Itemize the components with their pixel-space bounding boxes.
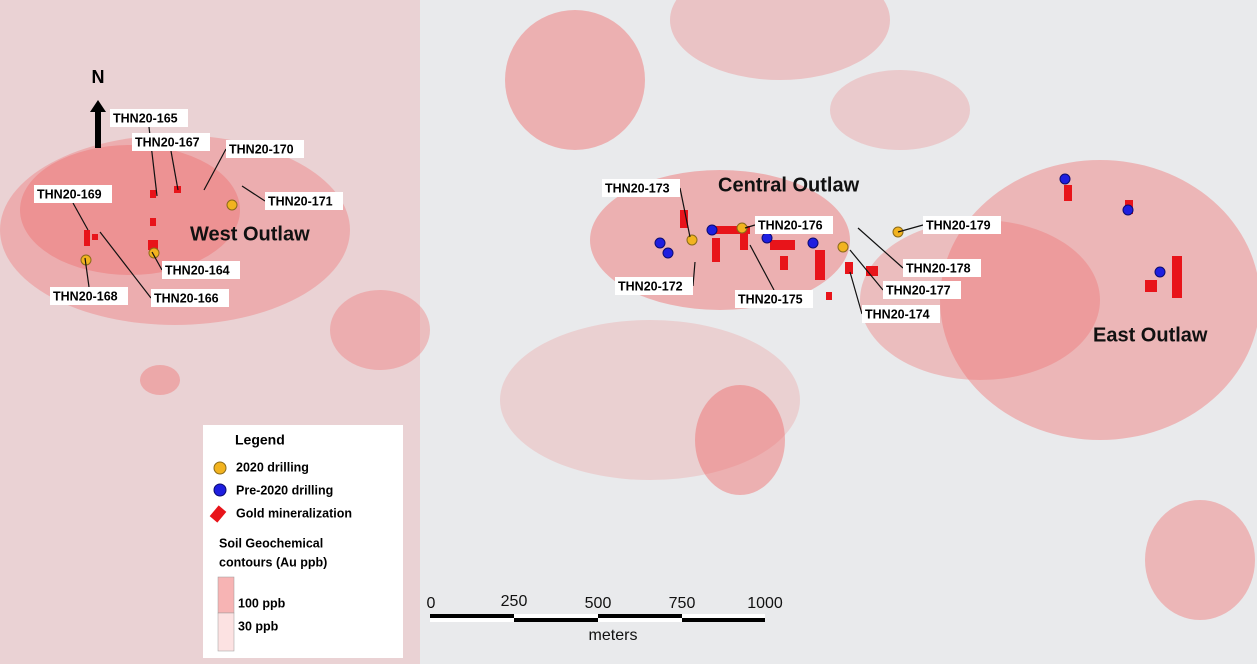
hole-label: THN20-168 bbox=[53, 289, 118, 303]
scale-tick: 1000 bbox=[747, 595, 783, 612]
hole-label: THN20-178 bbox=[906, 261, 971, 275]
legend-title: Legend bbox=[235, 432, 285, 448]
leader-line bbox=[679, 187, 691, 238]
label-box bbox=[110, 109, 188, 127]
area-label: Central Outlaw bbox=[718, 174, 860, 196]
legend: Legend 2020 drilling Pre-2020 drilling G… bbox=[203, 425, 403, 658]
leader-line bbox=[203, 148, 227, 191]
legend-item: Pre-2020 drilling bbox=[236, 483, 333, 497]
label-box bbox=[602, 179, 680, 197]
hole-label: THN20-164 bbox=[165, 263, 230, 277]
hole-label: THN20-174 bbox=[865, 307, 930, 321]
north-label: N bbox=[92, 67, 105, 87]
label-box bbox=[226, 140, 304, 158]
leader-line bbox=[72, 202, 89, 231]
hole-label: THN20-166 bbox=[154, 291, 219, 305]
label-box bbox=[903, 259, 981, 277]
label-box bbox=[755, 216, 833, 234]
leader-line bbox=[849, 271, 863, 315]
label-box bbox=[735, 290, 813, 308]
hole-label: THN20-165 bbox=[113, 111, 178, 125]
scale-unit: meters bbox=[589, 627, 638, 644]
area-label: East Outlaw bbox=[1093, 324, 1208, 346]
scale-tick: 750 bbox=[669, 595, 696, 612]
legend-item: Gold mineralization bbox=[236, 506, 352, 520]
leader-line bbox=[84, 257, 90, 288]
leader-line bbox=[99, 231, 152, 299]
label-box bbox=[34, 185, 112, 203]
hole-label: THN20-173 bbox=[605, 181, 670, 195]
label-box bbox=[265, 192, 343, 210]
scale-tick: 250 bbox=[501, 593, 528, 610]
hole-label: THN20-171 bbox=[268, 194, 333, 208]
hole-label: THN20-167 bbox=[135, 135, 200, 149]
area-label: West Outlaw bbox=[190, 223, 310, 245]
hole-label: THN20-179 bbox=[926, 218, 991, 232]
legend-subtitle: contours (Au ppb) bbox=[219, 555, 327, 569]
scale-bar: 0 250 500 750 1000 meters bbox=[427, 593, 783, 644]
label-box bbox=[162, 261, 240, 279]
label-box bbox=[50, 287, 128, 305]
scale-tick: 0 bbox=[427, 595, 436, 612]
hole-label: THN20-172 bbox=[618, 279, 683, 293]
hole-label: THN20-175 bbox=[738, 292, 803, 306]
north-arrow: N bbox=[90, 67, 106, 148]
leader-line bbox=[241, 185, 266, 202]
scale-tick: 500 bbox=[585, 595, 612, 612]
leader-line bbox=[692, 261, 696, 287]
leader-line bbox=[749, 244, 775, 291]
leader-line bbox=[849, 249, 884, 291]
label-box bbox=[883, 281, 961, 299]
leader-line bbox=[897, 224, 924, 233]
label-box bbox=[132, 133, 210, 151]
leader-line bbox=[151, 251, 163, 271]
label-box bbox=[151, 289, 229, 307]
hole-label: THN20-176 bbox=[758, 218, 823, 232]
legend-subtitle: Soil Geochemical bbox=[219, 536, 323, 550]
leader-line bbox=[857, 227, 904, 269]
hole-label: THN20-170 bbox=[229, 142, 294, 156]
label-box bbox=[862, 305, 940, 323]
leader-line bbox=[170, 150, 179, 191]
legend-item: 2020 drilling bbox=[236, 460, 309, 474]
hole-label: THN20-169 bbox=[37, 187, 102, 201]
label-box bbox=[923, 216, 1001, 234]
leader-line bbox=[744, 224, 756, 229]
label-box bbox=[615, 277, 693, 295]
hole-label: THN20-177 bbox=[886, 283, 951, 297]
legend-contour: 100 ppb bbox=[238, 596, 286, 610]
legend-contour: 30 ppb bbox=[238, 619, 279, 633]
